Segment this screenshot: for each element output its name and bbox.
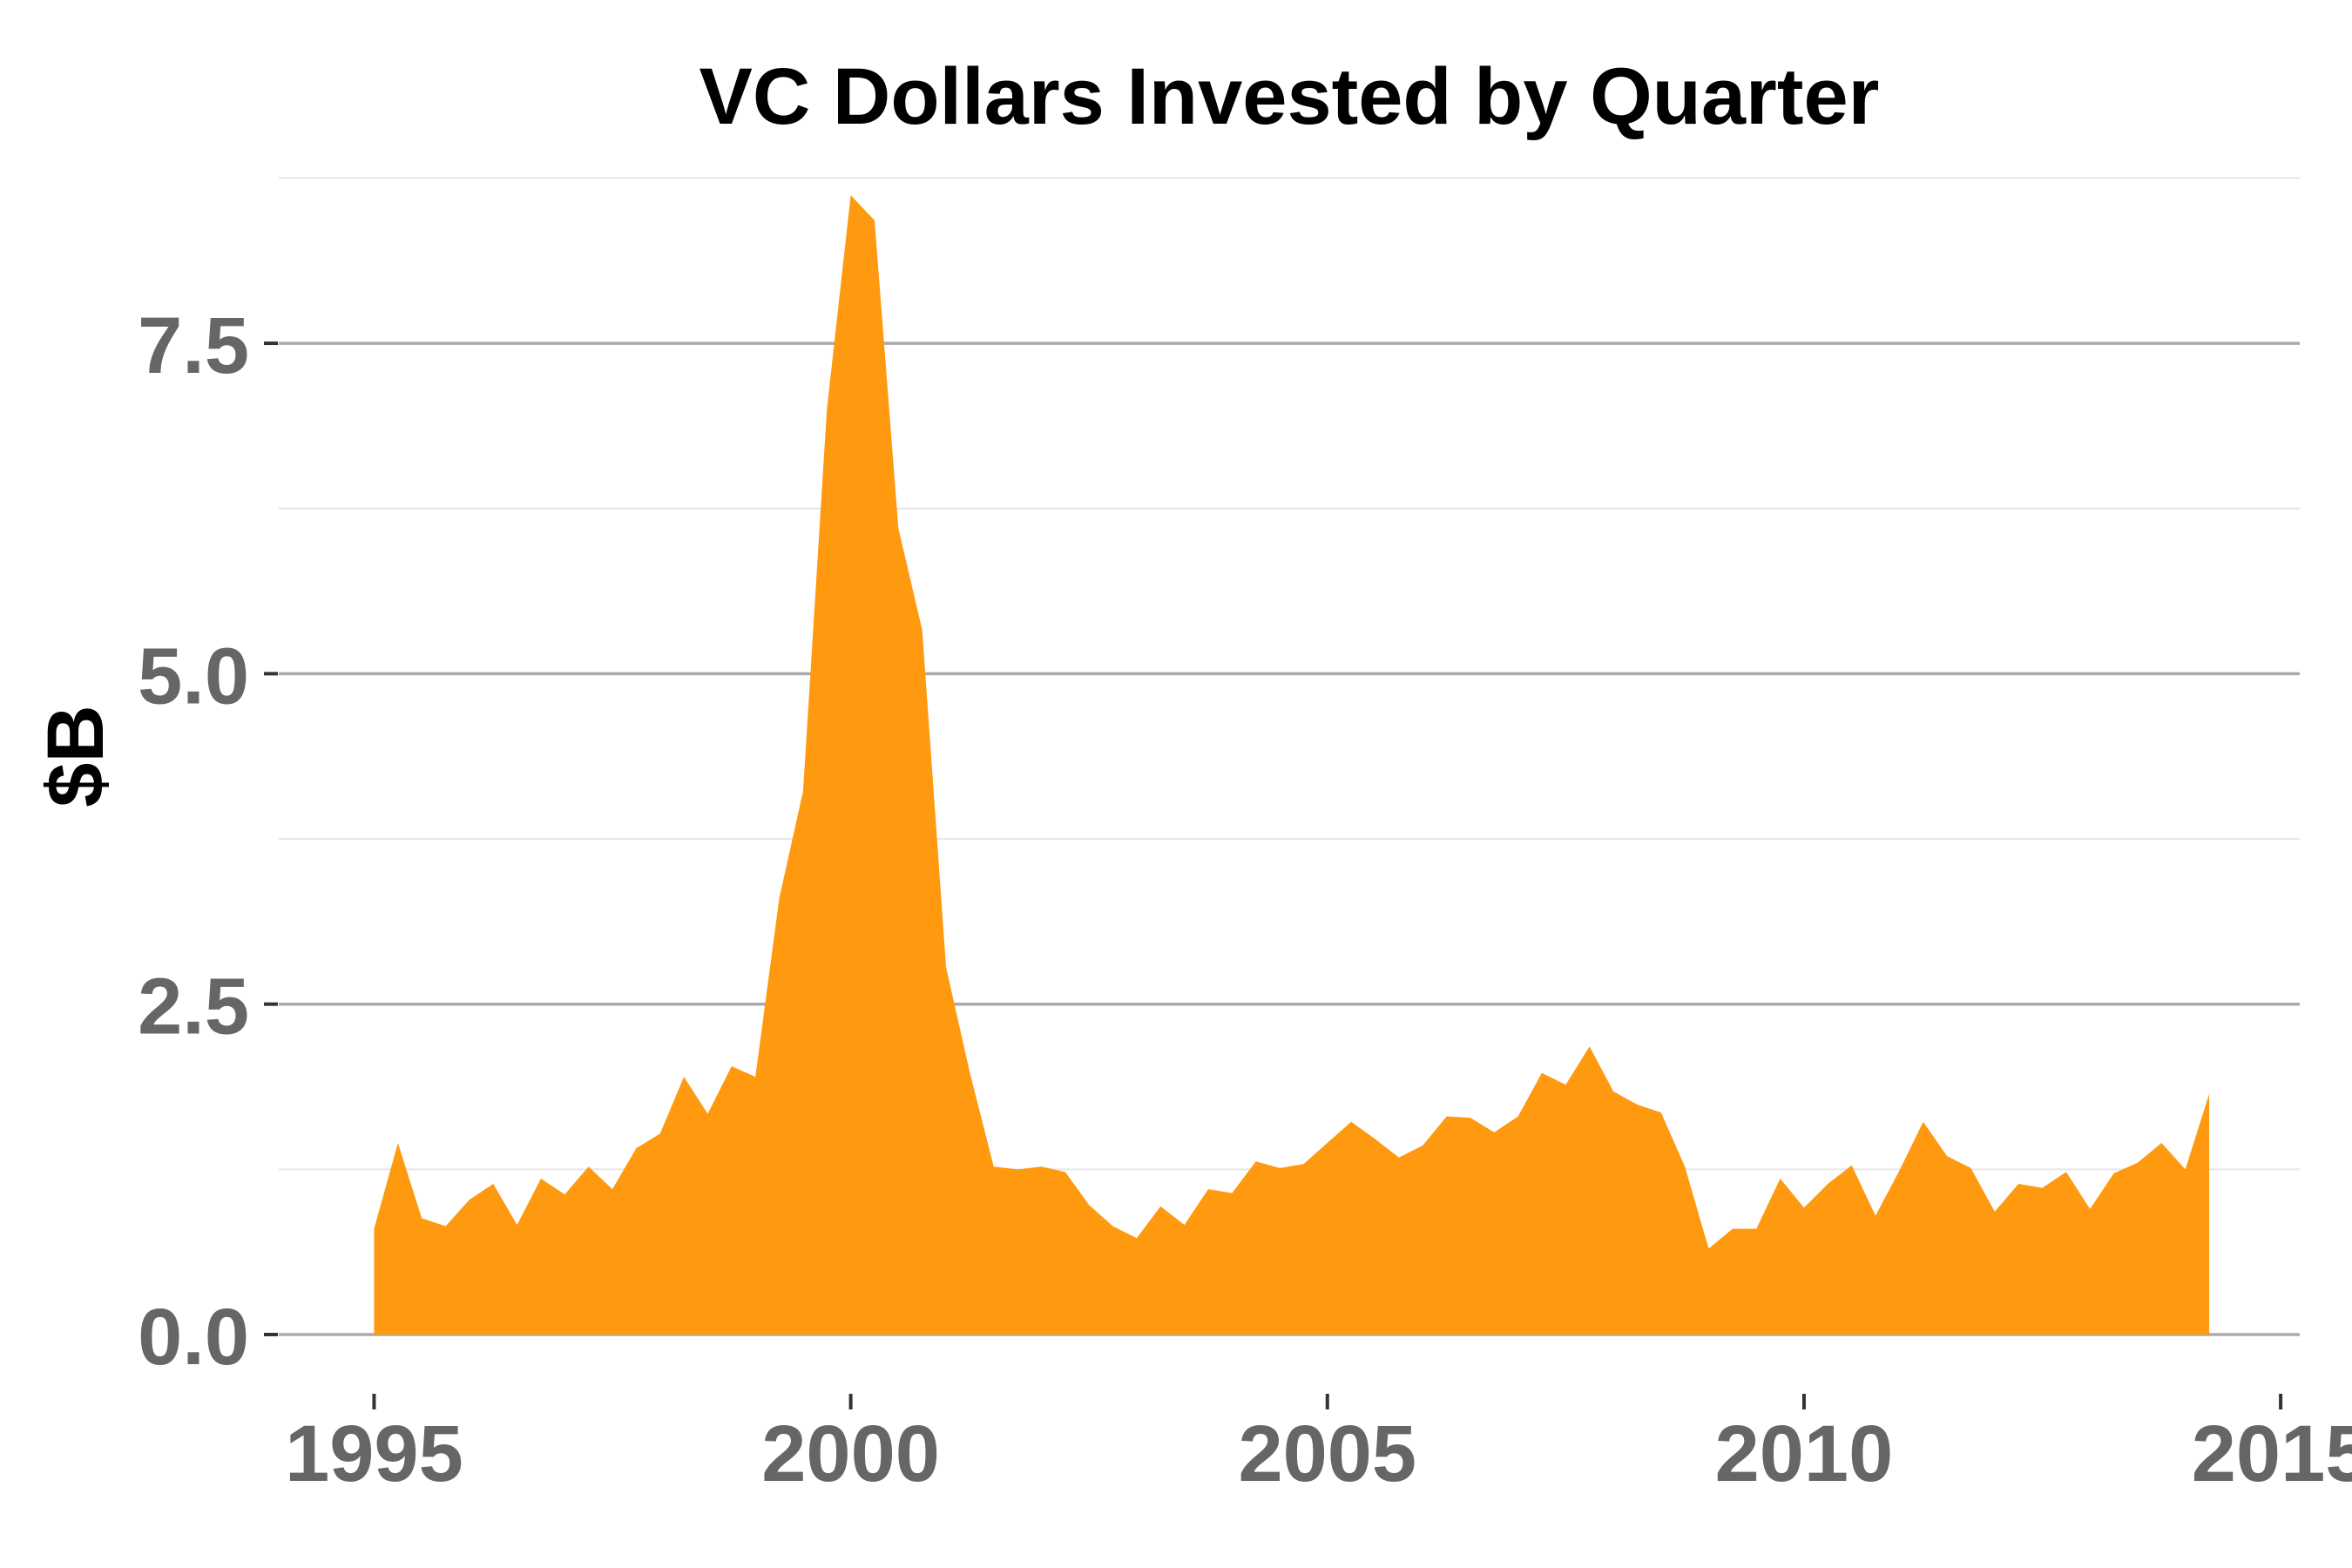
y-axis: 0.0 2.5 5.0 7.5: [138, 301, 278, 1382]
area-layer: [374, 195, 2210, 1335]
x-tick-label-2010: 2010: [1715, 1409, 1894, 1498]
x-tick-label-2000: 2000: [761, 1409, 940, 1498]
y-tick-label-7.5: 7.5: [138, 301, 249, 390]
x-tick-label-1995: 1995: [285, 1409, 463, 1498]
y-tick-label-2.5: 2.5: [138, 963, 249, 1051]
x-tick-label-2005: 2005: [1238, 1409, 1416, 1498]
x-tick-label-2015: 2015: [2192, 1409, 2352, 1498]
chart-title: VC Dollars Invested by Quarter: [700, 52, 1880, 141]
y-axis-title: $B: [31, 705, 120, 808]
y-tick-label-0.0: 0.0: [138, 1293, 249, 1382]
vc-dollars-area: [374, 195, 2210, 1335]
x-axis: 1995 2000 2005 2010 2015: [285, 1394, 2352, 1498]
y-tick-label-5.0: 5.0: [138, 632, 249, 720]
